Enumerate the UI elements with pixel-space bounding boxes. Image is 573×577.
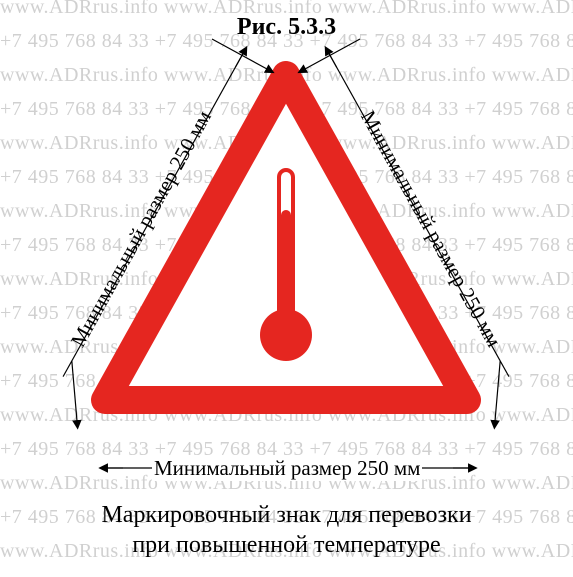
figure-svg: Минимальный размер 250 мм Минимальный ра…	[0, 0, 573, 577]
figure-caption: Маркировочный знак для перевозки при пов…	[0, 500, 573, 560]
warning-triangle-sign	[105, 75, 467, 400]
caption-line-1: Маркировочный знак для перевозки	[101, 502, 471, 528]
diagram-layer: Рис. 5.3.3 Минимальный размер 250 мм Мин…	[0, 0, 573, 577]
dimension-arrow-right-top	[329, 53, 337, 67]
dimension-arrow-apex-right	[305, 39, 360, 69]
dimension-arrow-apex-left	[212, 39, 267, 69]
dimension-arrow-left-bottom	[72, 361, 77, 421]
dimension-label-bottom: Минимальный размер 250 мм	[152, 456, 422, 481]
caption-line-2: при повышенной температуре	[132, 532, 440, 558]
dimension-arrow-right-bottom	[495, 361, 500, 421]
dimension-arrow-left-top	[235, 53, 243, 67]
